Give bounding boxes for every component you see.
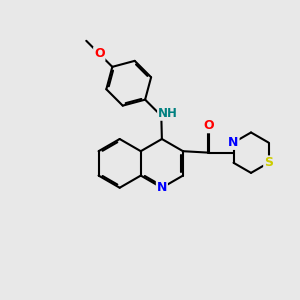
Text: N: N <box>228 136 239 149</box>
Text: S: S <box>264 156 273 169</box>
Text: N: N <box>157 181 167 194</box>
Text: NH: NH <box>158 107 178 120</box>
Text: O: O <box>94 47 105 60</box>
Text: O: O <box>204 119 214 132</box>
